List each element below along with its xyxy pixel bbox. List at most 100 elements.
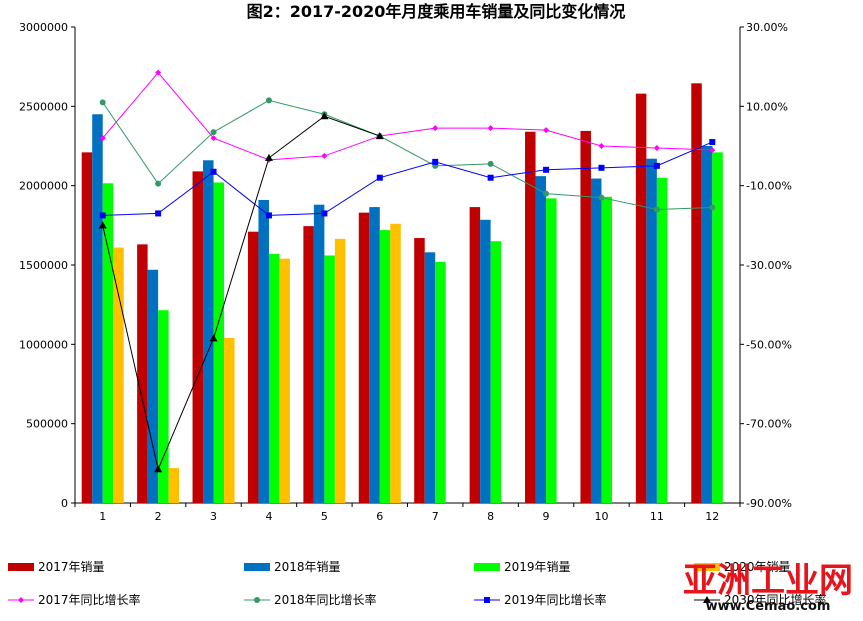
bar-2018年销量 — [203, 160, 214, 503]
bar-2020年销量 — [390, 223, 401, 503]
y-left-tick-label: 2000000 — [19, 180, 68, 193]
legend-marker-2018年同比增长率 — [254, 597, 260, 603]
legend-marker-2017年同比增长率 — [18, 597, 24, 603]
lines — [98, 69, 716, 473]
legend-label-2017年同比增长率: 2017年同比增长率 — [38, 592, 141, 607]
bar-2017年销量 — [635, 93, 647, 503]
legend-swatch-2017年销量 — [8, 563, 34, 571]
point-2019年同比增长率 — [376, 174, 383, 181]
chart-title: 图2：2017-2020年月度乘用车销量及同比变化情况 — [247, 2, 626, 21]
point-2017年同比增长率 — [155, 69, 162, 76]
bar-2020年销量 — [168, 468, 180, 503]
point-2030年同比增长率 — [264, 153, 273, 161]
legend-label-2019年同比增长率: 2019年同比增长率 — [504, 592, 607, 607]
point-2030年同比增长率 — [154, 465, 163, 473]
bar-2018年销量 — [258, 199, 269, 504]
line-2019年同比增长率 — [102, 141, 713, 216]
bar-2019年销量 — [102, 183, 114, 503]
bar-2018年销量 — [92, 114, 103, 504]
y-right-tick-label: -30.00% — [746, 259, 792, 272]
bar-2019年销量 — [712, 152, 723, 503]
bar-2018年销量 — [369, 207, 380, 503]
bar-2019年销量 — [268, 253, 280, 503]
point-2019年同比增长率 — [432, 158, 439, 165]
bar-2017年销量 — [192, 171, 204, 504]
bar-2020年销量 — [113, 247, 124, 503]
line-2030年同比增长率 — [102, 115, 380, 471]
point-2018年同比增长率 — [265, 97, 272, 104]
point-2019年同比增长率 — [265, 212, 272, 219]
point-2018年同比增长率 — [99, 99, 106, 106]
point-2017年同比增长率 — [709, 146, 716, 153]
point-2030年同比增长率 — [320, 112, 329, 120]
watermark-logo-text: 亚洲工业网 — [683, 561, 853, 601]
bar-2018年销量 — [646, 158, 657, 503]
line-2018年同比增长率 — [102, 99, 713, 210]
legend-marker-2019年同比增长率 — [484, 597, 490, 603]
watermark: 亚洲工业网 www.Cemao.com — [683, 561, 853, 614]
bar-2019年销量 — [324, 255, 335, 503]
x-tick-label: 10 — [594, 510, 608, 523]
x-tick-label: 12 — [705, 510, 719, 523]
y-right-tick-label: -70.00% — [746, 418, 792, 431]
bar-2018年销量 — [424, 252, 436, 503]
legend-label-2018年销量: 2018年销量 — [274, 560, 341, 574]
bar-2019年销量 — [656, 177, 668, 503]
y-left-tick-label: 500000 — [26, 418, 68, 431]
line-2017年同比增长率 — [102, 71, 713, 161]
point-2030年同比增长率 — [375, 132, 384, 140]
y-left-tick-label: 1000000 — [19, 338, 68, 351]
point-2018年同比增长率 — [598, 194, 605, 201]
point-2019年同比增长率 — [709, 139, 716, 146]
x-tick-label: 9 — [543, 510, 550, 523]
point-2017年同比增长率 — [321, 152, 328, 159]
bar-2018年销量 — [313, 204, 325, 503]
x-tick-label: 1 — [99, 510, 106, 523]
legend-label-2017年销量: 2017年销量 — [38, 560, 105, 574]
bar-2017年销量 — [691, 83, 702, 504]
point-2017年同比增长率 — [487, 125, 494, 132]
bar-2019年销量 — [158, 310, 169, 503]
legend-label-2018年同比增长率: 2018年同比增长率 — [274, 592, 377, 607]
x-tick-label: 8 — [487, 510, 494, 523]
point-2018年同比增长率 — [653, 206, 660, 213]
legend-swatch-2020年销量 — [694, 563, 720, 571]
y-left-tick-label: 1500000 — [19, 259, 68, 272]
point-2018年同比增长率 — [487, 160, 494, 167]
point-2018年同比增长率 — [155, 180, 162, 187]
y-right-tick-label: -50.00% — [746, 338, 792, 351]
point-2017年同比增长率 — [653, 144, 660, 151]
point-2030年同比增长率 — [209, 334, 218, 342]
x-tick-label: 11 — [650, 510, 664, 523]
bar-2018年销量 — [147, 269, 159, 503]
point-2017年同比增长率 — [598, 143, 605, 149]
x-tick-label: 5 — [321, 510, 328, 523]
bar-2019年销量 — [213, 182, 225, 503]
point-2018年同比增长率 — [709, 204, 716, 211]
y-right-tick-label: -10.00% — [746, 180, 792, 193]
bar-2020年销量 — [224, 337, 235, 503]
y-right-tick-label: 30.00% — [746, 21, 788, 34]
point-2019年同比增长率 — [487, 174, 494, 181]
x-tick-label: 7 — [432, 510, 439, 523]
y-right-tick-label: -90.00% — [746, 497, 792, 510]
watermark-url: www.Cemao.com — [706, 599, 831, 614]
bar-2017年销量 — [81, 152, 93, 503]
x-tick-label: 4 — [265, 510, 272, 523]
axes: 0 500000 1000000 1500000 2000000 2500000 30000… — [19, 21, 792, 523]
bar-2019年销量 — [490, 241, 502, 503]
bar-2017年销量 — [469, 207, 481, 503]
bar-2017年销量 — [247, 231, 259, 503]
point-2018年同比增长率 — [210, 129, 217, 136]
bar-2017年销量 — [303, 226, 314, 504]
bar-2017年销量 — [580, 130, 591, 503]
x-tick-label: 6 — [376, 510, 383, 523]
y-right-tick-label: 10.00% — [746, 100, 788, 113]
bar-2019年销量 — [435, 261, 446, 503]
bars — [81, 83, 723, 504]
bar-2018年销量 — [535, 176, 547, 503]
y-left-tick-label: 0 — [61, 497, 68, 510]
legend-label-2020年销量: 2020年销量 — [724, 560, 791, 574]
bar-2019年销量 — [379, 230, 391, 504]
